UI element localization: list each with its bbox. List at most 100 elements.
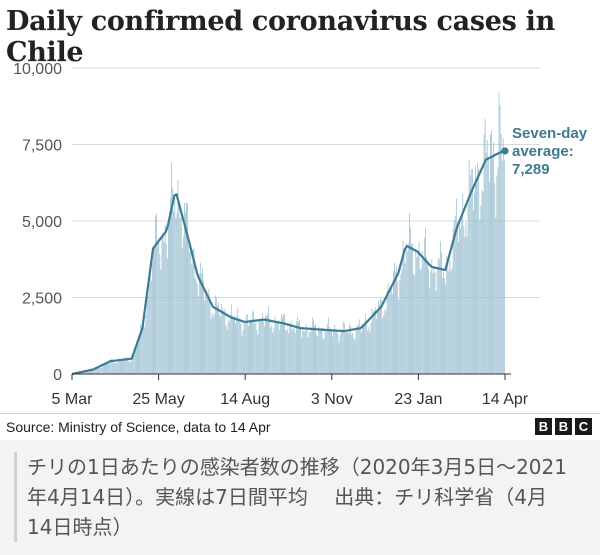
daily-case-bar: [438, 259, 440, 374]
daily-case-bar: [474, 192, 475, 374]
daily-case-bar: [161, 238, 163, 374]
daily-case-bar: [315, 324, 316, 374]
daily-case-bar: [419, 269, 421, 374]
daily-case-bar: [214, 295, 216, 374]
daily-case-bar: [475, 166, 476, 374]
daily-case-bar: [139, 334, 140, 374]
daily-case-bar: [379, 304, 380, 374]
daily-case-bar: [170, 197, 171, 374]
daily-case-bar: [273, 328, 275, 374]
daily-case-bar: [101, 365, 103, 374]
daily-case-bar: [110, 360, 112, 374]
daily-case-bar: [131, 360, 133, 374]
daily-case-bar: [156, 213, 158, 374]
daily-case-bar: [479, 219, 481, 374]
daily-case-bar: [194, 277, 196, 374]
chart-title: Daily confirmed coronavirus cases in Chi…: [6, 6, 555, 68]
daily-case-bar: [330, 329, 331, 374]
daily-case-bar: [251, 321, 252, 374]
x-tick-label: 14 Aug: [220, 391, 270, 408]
daily-case-bar: [255, 322, 257, 374]
daily-case-bar: [422, 256, 424, 374]
daily-case-bar: [155, 216, 156, 374]
daily-case-bar: [269, 318, 271, 374]
daily-case-bar: [361, 332, 362, 374]
daily-case-bar: [218, 301, 219, 374]
daily-case-bar: [462, 193, 464, 374]
daily-case-bar: [357, 325, 359, 374]
daily-case-bar: [335, 332, 337, 374]
daily-case-bar: [115, 362, 117, 374]
daily-case-bar: [469, 175, 471, 374]
daily-case-bar: [233, 317, 234, 374]
daily-case-bar: [501, 160, 503, 374]
daily-case-bar: [496, 175, 498, 374]
daily-case-bar: [284, 314, 286, 374]
daily-case-bar: [212, 316, 214, 374]
daily-case-bar: [391, 294, 393, 374]
daily-case-bar: [97, 367, 99, 374]
annotation-line: average:: [512, 143, 574, 160]
daily-case-bar: [350, 326, 352, 374]
daily-case-bar: [425, 227, 426, 374]
daily-case-bar: [192, 249, 194, 374]
daily-case-bar: [277, 320, 279, 374]
daily-case-bar: [482, 191, 484, 374]
daily-case-bar: [433, 266, 435, 374]
daily-case-bar: [394, 263, 395, 374]
daily-case-bar: [314, 325, 315, 374]
daily-case-bar: [455, 198, 457, 374]
daily-case-bar: [124, 357, 126, 374]
daily-case-bar: [257, 334, 259, 374]
daily-case-bar: [243, 322, 245, 374]
daily-case-bar: [481, 190, 483, 374]
daily-case-bar: [463, 226, 465, 374]
daily-case-bar: [259, 318, 261, 374]
daily-case-bar: [279, 324, 281, 374]
daily-case-bar: [202, 268, 203, 374]
daily-case-bar: [389, 286, 391, 374]
daily-case-bar: [227, 320, 229, 374]
daily-case-bar: [118, 358, 120, 374]
daily-case-bar: [237, 308, 239, 374]
daily-case-bar: [159, 254, 161, 374]
daily-case-bar: [252, 310, 254, 374]
daily-case-bar: [145, 315, 147, 374]
daily-case-bar: [162, 233, 164, 374]
daily-case-bar: [320, 330, 322, 374]
daily-case-bar: [164, 224, 166, 374]
daily-case-bars: [73, 92, 505, 375]
daily-case-bar: [374, 307, 376, 374]
daily-case-bar: [235, 323, 236, 374]
daily-case-bar: [265, 315, 266, 374]
daily-case-bar: [441, 251, 442, 374]
daily-case-bar: [498, 92, 500, 375]
daily-case-bar: [96, 366, 98, 374]
daily-case-bar: [480, 205, 482, 374]
daily-case-bar: [270, 327, 272, 374]
y-tick-label: 10,000: [13, 61, 62, 78]
daily-case-bar: [250, 319, 251, 374]
daily-case-bar: [467, 204, 469, 374]
daily-case-bar: [217, 305, 218, 374]
daily-case-bar: [429, 288, 431, 374]
daily-case-bar: [384, 309, 386, 374]
daily-case-bar: [396, 265, 398, 374]
daily-case-bar: [359, 327, 361, 374]
daily-case-bar: [268, 306, 270, 374]
daily-case-bar: [225, 325, 227, 374]
daily-case-bar: [261, 312, 263, 374]
daily-case-bar: [134, 350, 136, 374]
daily-case-bar: [309, 332, 311, 374]
daily-case-bar: [290, 320, 292, 374]
daily-case-bar: [254, 323, 256, 374]
daily-case-bar: [146, 297, 148, 374]
daily-case-bar: [366, 324, 368, 374]
daily-case-bar: [454, 215, 456, 374]
daily-case-bar: [158, 237, 160, 374]
daily-case-bar: [271, 325, 273, 374]
daily-case-bar: [400, 274, 402, 374]
daily-case-bar: [274, 316, 276, 374]
daily-case-bar: [199, 262, 201, 374]
daily-case-bar: [336, 331, 338, 374]
